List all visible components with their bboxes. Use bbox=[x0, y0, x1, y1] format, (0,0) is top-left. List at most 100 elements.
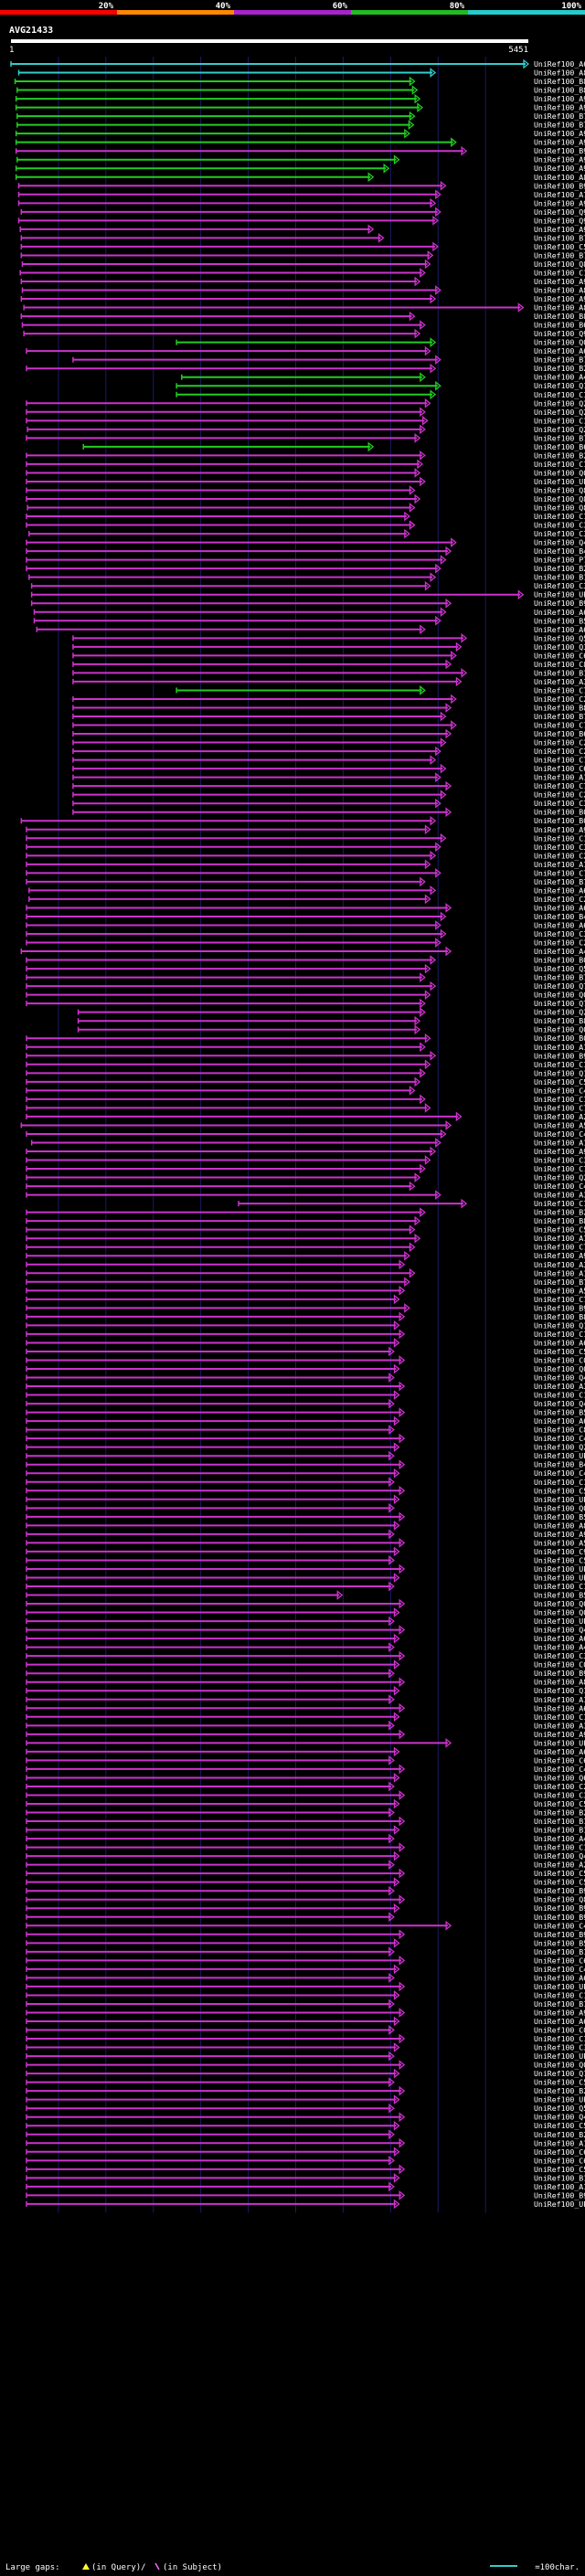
hit-label: UniRef100_C6HKI9 bbox=[534, 1956, 585, 1965]
hit-row: UniRef100_A1ZK76 bbox=[26, 1233, 585, 1244]
hit-end-arrow bbox=[388, 2103, 395, 2114]
hit-label: UniRef100_B9R5N6 bbox=[534, 1051, 585, 1060]
hit-label: UniRef100_A6GVW0 bbox=[534, 1747, 585, 1756]
hit-end-arrow bbox=[445, 728, 452, 739]
hit-label: UniRef100_C3B6Q1 bbox=[534, 1651, 585, 1660]
hit-row: UniRef100_UPI000... bbox=[26, 1981, 585, 1992]
hit-label: UniRef100_C4WFB8 bbox=[534, 1965, 585, 1974]
hit-label: UniRef100_Q2JTC8 bbox=[534, 408, 585, 417]
hit-end-arrow bbox=[445, 659, 452, 670]
hit-end-arrow bbox=[399, 1381, 406, 1392]
hit-end-arrow bbox=[388, 1807, 395, 1818]
axis-start-label: 1 bbox=[9, 46, 14, 55]
hit-row: UniRef100_B5K9A4 bbox=[26, 1937, 585, 1948]
hit-label: UniRef100_UPI000... bbox=[534, 1982, 585, 1991]
scale-segment bbox=[468, 10, 585, 15]
hit-label: UniRef100_C4Q8S3 bbox=[534, 1434, 585, 1443]
hit-label: UniRef100_B9L9J5 bbox=[534, 1303, 585, 1312]
hit-end-arrow bbox=[399, 1564, 406, 1574]
hit-row: UniRef100_A6BNM6 bbox=[26, 1338, 585, 1348]
hit-row: UniRef100_B1FIV8 bbox=[26, 1998, 585, 2009]
hit-row: UniRef100_B0Y3H5 bbox=[72, 807, 585, 818]
hit-row: UniRef100_A1ZK70 bbox=[26, 859, 585, 870]
hit-label: UniRef100_A9RU17 bbox=[534, 155, 585, 164]
hit-end-arrow bbox=[435, 842, 441, 853]
hit-row: UniRef100_C0VUM5 bbox=[26, 1355, 585, 1365]
hit-label: UniRef100_B4SMV0 bbox=[534, 912, 585, 921]
hit-end-arrow bbox=[388, 2181, 395, 2192]
hit-row: UniRef100_B1ELZ7 bbox=[26, 1946, 585, 1957]
hit-end-arrow bbox=[399, 2085, 406, 2096]
hit-row: UniRef100_B8HVA0 bbox=[26, 1215, 585, 1226]
hit-end-arrow bbox=[451, 137, 457, 148]
hit-row: UniRef100_B5JJK1 bbox=[26, 1590, 585, 1600]
hit-label: UniRef100_A9RJ26 bbox=[534, 277, 585, 286]
hit-end-arrow bbox=[393, 1903, 400, 1913]
hit-row: UniRef100_B7G1L6 bbox=[26, 433, 585, 443]
hit-label: UniRef100_B5VK12 bbox=[534, 616, 585, 625]
hit-row: UniRef100_B7FV45 bbox=[16, 120, 585, 130]
hit-row: UniRef100_UPI000... bbox=[26, 1738, 585, 1748]
hit-row: UniRef100_B2HF42 bbox=[26, 451, 585, 461]
hit-end-arrow bbox=[388, 1912, 395, 1923]
hit-label: UniRef100_Q0CEE2 bbox=[534, 1608, 585, 1617]
hit-end-arrow bbox=[430, 755, 437, 765]
hit-end-arrow bbox=[388, 1581, 395, 1592]
hit-end-arrow bbox=[393, 1964, 400, 1975]
hit-end-arrow bbox=[430, 389, 437, 400]
hit-label: UniRef100_Q9M719 bbox=[534, 329, 585, 338]
hit-end-arrow bbox=[420, 1207, 426, 1217]
hit-end-arrow bbox=[388, 1694, 395, 1705]
hit-label: UniRef100_B2HF42 bbox=[534, 451, 585, 460]
hit-end-arrow bbox=[414, 433, 421, 443]
hit-label: UniRef100_C5ECT3 bbox=[534, 1799, 585, 1808]
hit-label: UniRef100_C1MVW7 bbox=[534, 1060, 585, 1069]
hit-end-arrow bbox=[461, 632, 468, 643]
hit-label: UniRef100_B1WRF1 bbox=[534, 573, 585, 582]
axis-end-label: 5451 bbox=[508, 46, 528, 55]
hit-row: UniRef100_A8JIN0 bbox=[23, 302, 585, 313]
hit-label: UniRef100_A6GRB1 bbox=[534, 625, 585, 634]
hit-row: UniRef100_Q4KS71 bbox=[26, 1850, 585, 1861]
hit-row: UniRef100_B9CSZ6 bbox=[26, 1929, 585, 1940]
hit-end-arrow bbox=[414, 276, 421, 287]
hit-row: UniRef100_A6JBU0 bbox=[10, 58, 585, 69]
hit-row: UniRef100_A9S399 bbox=[15, 93, 585, 104]
hit-row: UniRef100_B5VK12 bbox=[33, 615, 585, 626]
hit-label: UniRef100_B5S048 bbox=[534, 1408, 585, 1417]
hit-label: UniRef100_A6JBU0 bbox=[534, 59, 585, 69]
hit-label: UniRef100_C4C7B2 bbox=[534, 1765, 585, 1774]
hit-end-arrow bbox=[445, 946, 452, 957]
hit-label: UniRef100_B7G0Y7 bbox=[534, 355, 585, 365]
hit-row: UniRef100_C1MJT6 bbox=[238, 1198, 585, 1209]
hit-end-arrow bbox=[393, 1363, 400, 1374]
hit-label: UniRef100_A8JBS2 bbox=[534, 69, 585, 78]
hit-label: UniRef100_B2JEP4 bbox=[534, 1808, 585, 1818]
hit-row: UniRef100_C4WFB8 bbox=[26, 1964, 585, 1975]
hit-end-arrow bbox=[420, 685, 426, 695]
hit-label: UniRef100_C3HL10 bbox=[534, 581, 585, 590]
hit-end-arrow bbox=[388, 1755, 395, 1765]
hit-label: UniRef100_A1CQ52 bbox=[534, 1043, 585, 1052]
hit-row: UniRef100_Q31QN2 bbox=[72, 641, 585, 652]
hit-end-arrow bbox=[409, 1242, 416, 1253]
hit-row: UniRef100_A8JBS2 bbox=[17, 68, 585, 78]
hit-end-arrow bbox=[424, 963, 431, 974]
hit-label: UniRef100_A6GGW4 bbox=[534, 2017, 585, 2026]
hit-end-arrow bbox=[393, 2094, 400, 2105]
hit-row: UniRef100_C0ZL16 bbox=[26, 2025, 585, 2035]
hit-row: UniRef100_Q9M2D2 bbox=[17, 216, 585, 226]
hit-end-arrow bbox=[393, 1338, 400, 1348]
hit-row: UniRef100_C1ACE4 bbox=[26, 1329, 585, 1340]
hit-end-arrow bbox=[430, 955, 437, 965]
hit-label: UniRef100_Q1DK45 bbox=[534, 2069, 585, 2078]
scale-label: 40% bbox=[216, 2, 231, 11]
hit-label: UniRef100_C3CL19 bbox=[534, 843, 585, 852]
hit-end-arrow bbox=[393, 1659, 400, 1670]
hit-label: UniRef100_B5JJK1 bbox=[534, 1591, 585, 1600]
hit-row: UniRef100_C2UNM4 bbox=[26, 850, 585, 861]
hit-label: UniRef100_C5P743 bbox=[534, 1077, 585, 1087]
hit-end-arrow bbox=[445, 598, 452, 609]
hit-row: UniRef100_C5T6S0 bbox=[26, 1224, 585, 1235]
hit-label: UniRef100_Q0AQ32 bbox=[534, 1503, 585, 1512]
